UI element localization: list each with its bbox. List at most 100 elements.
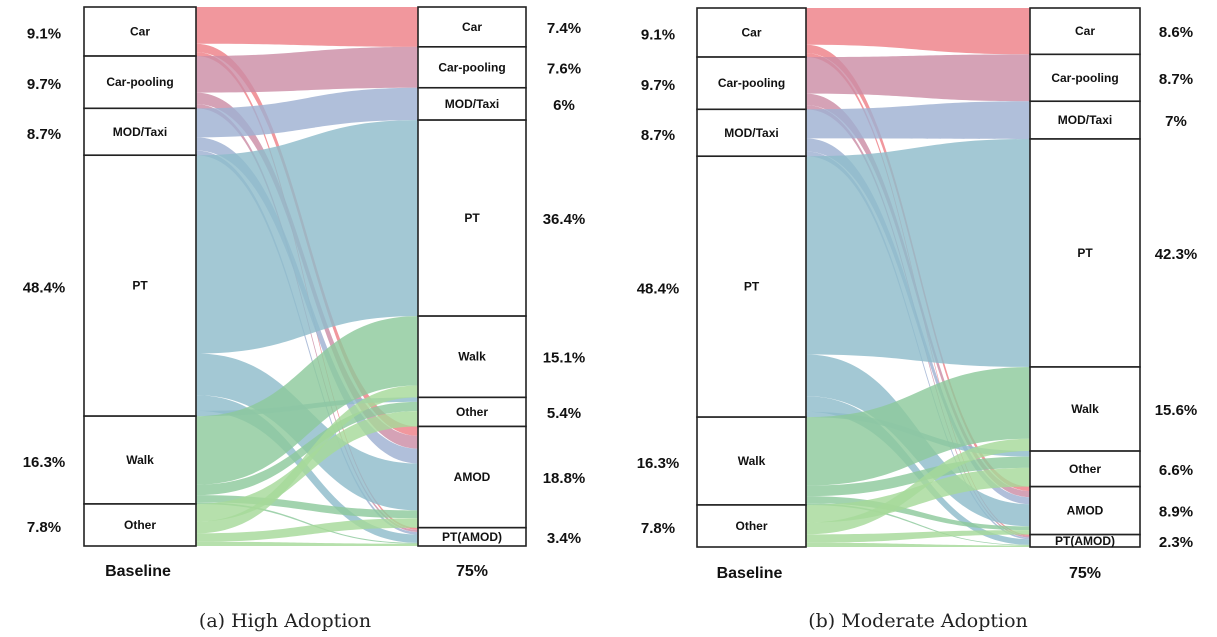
right-node-label: Car-pooling	[438, 60, 505, 74]
right-node-label: Car	[462, 20, 482, 34]
right-axis-label: 75%	[456, 563, 488, 580]
left-nodes: Car 9.1% Car-pooling 9.7% MOD/Taxi 8.7% PT 48.4…	[23, 6, 197, 547]
right-node-pct: 7.4%	[547, 20, 581, 37]
right-node-car-pooling	[1029, 53, 1141, 103]
right-node-label: Car-pooling	[1051, 71, 1118, 85]
right-axis-label: 75%	[1069, 565, 1101, 582]
flow-other-to-pt-amod	[196, 541, 418, 546]
right-node-label: Car	[1075, 24, 1095, 38]
right-node-other	[1029, 450, 1141, 488]
right-nodes: Car 7.4% Car-pooling 7.6% MOD/Taxi 6% PT 36.4% W…	[417, 6, 586, 547]
right-node-walk	[1029, 366, 1141, 452]
right-node-pct: 7.6%	[547, 60, 581, 77]
right-node-pt-amod	[417, 526, 527, 547]
flow-walk-to-other	[806, 456, 1030, 497]
flows	[196, 7, 418, 546]
left-node-pt	[83, 154, 197, 417]
right-node-pt	[1029, 138, 1141, 368]
right-node-label: Walk	[458, 350, 486, 364]
right-node-pct: 2.3%	[1159, 534, 1193, 551]
left-node-label: PT	[744, 280, 760, 294]
flow-car-to-car	[196, 7, 418, 47]
left-node-label: Other	[124, 518, 156, 532]
right-node-pt	[417, 119, 527, 317]
left-node-label: Car	[741, 26, 761, 40]
flow-walk-to-pt-amod	[806, 503, 1030, 546]
left-node-pct: 16.3%	[637, 455, 680, 472]
left-node-label: Walk	[126, 453, 154, 467]
left-node-pct: 9.1%	[641, 27, 675, 44]
right-node-car	[1029, 7, 1141, 56]
right-node-car-pooling	[417, 46, 527, 89]
left-node-pct: 48.4%	[637, 281, 680, 298]
right-node-label: PT	[464, 211, 480, 225]
left-node-walk	[83, 415, 197, 505]
flow-mod-taxi-to-mod-taxi	[806, 101, 1030, 139]
left-node-label: Car-pooling	[106, 75, 173, 89]
flow-other-to-walk	[196, 385, 418, 534]
right-node-pct: 6%	[553, 97, 575, 114]
flow-other-to-other	[806, 467, 1030, 523]
right-node-pct: 8.9%	[1159, 504, 1193, 521]
right-node-pct: 8.7%	[1159, 71, 1193, 88]
right-node-label: Other	[1069, 462, 1101, 476]
left-node-pct: 9.7%	[641, 77, 675, 94]
left-node-pct: 7.8%	[27, 519, 61, 536]
flow-mod-taxi-to-pt-amod	[196, 150, 418, 535]
flow-other-to-walk	[806, 438, 1030, 535]
right-node-amod	[1029, 485, 1141, 536]
right-node-label: PT	[1077, 246, 1093, 260]
left-axis-label: Baseline	[105, 563, 171, 580]
left-node-pct: 8.7%	[641, 127, 675, 144]
right-node-pt-amod	[1029, 533, 1141, 548]
left-node-other	[696, 504, 807, 548]
right-node-pct: 15.1%	[543, 350, 586, 367]
flow-car-pooling-to-car-pooling	[196, 46, 418, 93]
flow-other-to-other	[196, 411, 418, 522]
flow-walk-to-walk	[806, 366, 1030, 486]
right-node-label: AMOD	[1067, 504, 1104, 518]
flows	[806, 8, 1030, 547]
right-node-label: Walk	[1071, 402, 1099, 416]
right-nodes: Car 8.6% Car-pooling 8.7% MOD/Taxi 7% PT 42.3% W…	[1029, 7, 1197, 551]
left-node-other	[83, 503, 197, 547]
left-node-label: Car-pooling	[718, 76, 785, 90]
left-node-pct: 9.1%	[27, 26, 61, 43]
left-nodes: Car 9.1% Car-pooling 9.7% MOD/Taxi 8.7% PT 48.4…	[637, 7, 807, 548]
flow-other-to-pt-amod	[806, 542, 1030, 547]
right-node-pct: 3.4%	[547, 530, 581, 547]
panel-moderate-adoption: Car 9.1% Car-pooling 9.7% MOD/Taxi 8.7% PT 48.4…	[637, 7, 1197, 632]
right-node-label: PT(AMOD)	[442, 530, 502, 544]
flow-other-to-amod	[196, 518, 418, 542]
panel-caption: (b) Moderate Adoption	[808, 610, 1028, 632]
right-node-pct: 6.6%	[1159, 462, 1193, 479]
right-node-car	[417, 6, 527, 48]
left-node-label: Other	[735, 519, 767, 533]
right-node-pct: 18.8%	[543, 470, 586, 487]
right-node-other	[417, 396, 527, 428]
flow-other-to-amod	[806, 530, 1030, 543]
left-node-pct: 8.7%	[27, 126, 61, 143]
left-node-label: MOD/Taxi	[724, 126, 778, 140]
left-node-pct: 9.7%	[27, 76, 61, 93]
left-node-label: Walk	[738, 454, 766, 468]
flow-walk-to-walk	[196, 316, 418, 485]
left-node-car	[696, 7, 807, 58]
flow-car-to-car	[806, 8, 1030, 55]
right-node-label: PT(AMOD)	[1055, 534, 1115, 548]
flow-car-pooling-to-car-pooling	[806, 54, 1030, 102]
flow-mod-taxi-to-mod-taxi	[196, 87, 418, 138]
right-node-pct: 7%	[1165, 113, 1187, 130]
left-node-label: PT	[132, 279, 148, 293]
left-node-pct: 16.3%	[23, 454, 66, 471]
left-node-pct: 7.8%	[641, 520, 675, 537]
right-node-mod-taxi	[1029, 100, 1141, 140]
right-node-pct: 8.6%	[1159, 24, 1193, 41]
left-axis-label: Baseline	[717, 565, 783, 582]
right-node-label: Other	[456, 405, 488, 419]
flow-pt-to-pt-amod	[806, 396, 1030, 545]
right-node-label: AMOD	[454, 470, 491, 484]
left-node-label: Car	[130, 25, 150, 39]
right-node-pct: 5.4%	[547, 405, 581, 422]
